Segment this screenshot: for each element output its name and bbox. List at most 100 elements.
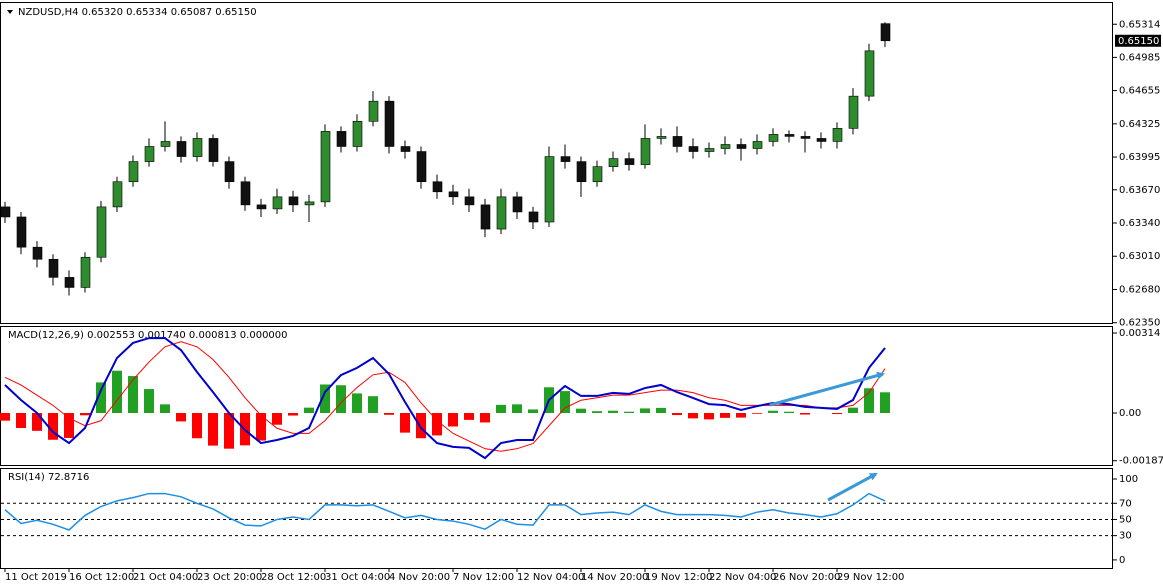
x-tick-label: 4 Nov 20:00 [389, 572, 450, 583]
candle-body [512, 196, 523, 213]
histogram-bar [144, 389, 154, 414]
menu-triangle [7, 10, 13, 14]
histogram-bar [800, 413, 810, 415]
candle-body [592, 166, 603, 183]
candle-body [352, 121, 363, 147]
candle-body [192, 138, 203, 157]
x-tick-label: 14 Nov 20:00 [581, 572, 648, 583]
candle-body [800, 136, 811, 139]
histogram-bar [16, 413, 26, 429]
histogram-bar [288, 413, 298, 416]
x-tick-label: 29 Nov 12:00 [837, 572, 904, 583]
candle-body [720, 144, 731, 149]
candle-body [848, 95, 859, 129]
histogram-bar [848, 407, 858, 414]
x-tick-label: 28 Oct 12:00 [261, 572, 326, 583]
histogram-bar [768, 410, 778, 414]
macd-title: MACD(12,26,9) 0.002553 0.001740 0.000813… [8, 330, 288, 341]
candle-body [48, 258, 59, 278]
histogram-bar [672, 413, 682, 416]
histogram-bar [384, 413, 394, 415]
y-tick-label: 0.00 [1119, 408, 1141, 419]
candle-body [704, 148, 715, 152]
candle-body [208, 138, 219, 162]
candle-body [32, 246, 43, 260]
candle-body [400, 146, 411, 152]
candle-body [496, 196, 507, 230]
histogram-bar [640, 408, 650, 414]
histogram-bar [496, 404, 506, 414]
marks: 0.65314 0.64985 0.64655 0.64325 0.63995 0.636… [0, 19, 1163, 583]
candle-body [304, 201, 315, 206]
x-tick-label: 26 Nov 20:00 [773, 572, 840, 583]
y-tick-label: 0.00314 [1119, 328, 1160, 339]
candle-body [240, 181, 251, 206]
candle-body [576, 161, 587, 183]
candle-body [544, 156, 555, 223]
macd-line [4, 337, 886, 460]
histogram-bar [400, 413, 410, 433]
x-tick-label: 23 Oct 20:00 [197, 572, 262, 583]
candle-body [384, 100, 395, 147]
histogram-bar [480, 413, 490, 423]
candle-body [784, 134, 795, 137]
y-tick-label: 0.64985 [1119, 52, 1160, 63]
y-tick-label: 70 [1119, 498, 1132, 509]
x-tick-label: 31 Oct 04:00 [325, 572, 390, 583]
y-tick-label: 0.63995 [1119, 152, 1160, 163]
x-tick-label: 7 Nov 12:00 [453, 572, 514, 583]
candle-body [464, 196, 475, 206]
x-tick-label: 19 Nov 12:00 [645, 572, 712, 583]
x-tick-label: 22 Nov 04:00 [709, 572, 776, 583]
y-tick-label: -0.001873 [1119, 456, 1163, 467]
candle-body [752, 141, 763, 149]
y-tick-label: 0.63340 [1119, 218, 1160, 229]
candle-body [144, 146, 155, 162]
histogram-bar [176, 413, 186, 422]
histogram-bar [224, 413, 234, 449]
histogram-bar [192, 413, 202, 439]
histogram-bar [512, 404, 522, 414]
candle-body [176, 141, 187, 157]
rsi-panel [0, 468, 1113, 569]
histogram-bar [256, 413, 266, 441]
candle-body [656, 136, 667, 139]
annotation-arrow [769, 371, 885, 407]
histogram-bar [336, 385, 346, 414]
histogram-bar [48, 413, 58, 440]
histogram-bar [592, 411, 602, 414]
histogram-bar [528, 409, 538, 414]
histogram-bar [576, 408, 586, 414]
histogram-bar [464, 413, 474, 420]
annotation-arrow [827, 472, 878, 502]
candle-body [528, 211, 539, 223]
histogram-bar [432, 413, 442, 436]
histogram-bar [736, 413, 746, 418]
x-tick-label: 11 Oct 2019 [5, 572, 67, 583]
candle-body [832, 128, 843, 142]
y-tick-label: 0.64325 [1119, 119, 1160, 130]
candle-body [736, 144, 747, 149]
histogram-bar [624, 411, 634, 414]
candle-body [0, 206, 11, 218]
histogram-bar [608, 410, 618, 414]
y-tick-label: 0.64655 [1119, 86, 1160, 97]
candle-body [768, 134, 779, 142]
histogram-bar [320, 384, 330, 414]
macd-panel [0, 326, 1113, 466]
histogram-bar [688, 413, 698, 419]
candle-body [368, 100, 379, 122]
histogram-bar [864, 388, 874, 414]
candle-body [64, 277, 75, 288]
y-tick-label: 0.63670 [1119, 185, 1160, 196]
price-title: NZDUSD,H4 0.65320 0.65334 0.65087 0.6515… [18, 7, 257, 18]
y-tick-label: 0.62680 [1119, 284, 1160, 295]
candle-body [880, 23, 891, 42]
y-tick-label: 0 [1119, 555, 1125, 566]
histogram-bar [368, 396, 378, 414]
candle-body [160, 141, 171, 147]
candle-body [320, 131, 331, 203]
histogram-bar [80, 413, 90, 416]
y-tick-label: 30 [1119, 531, 1132, 542]
